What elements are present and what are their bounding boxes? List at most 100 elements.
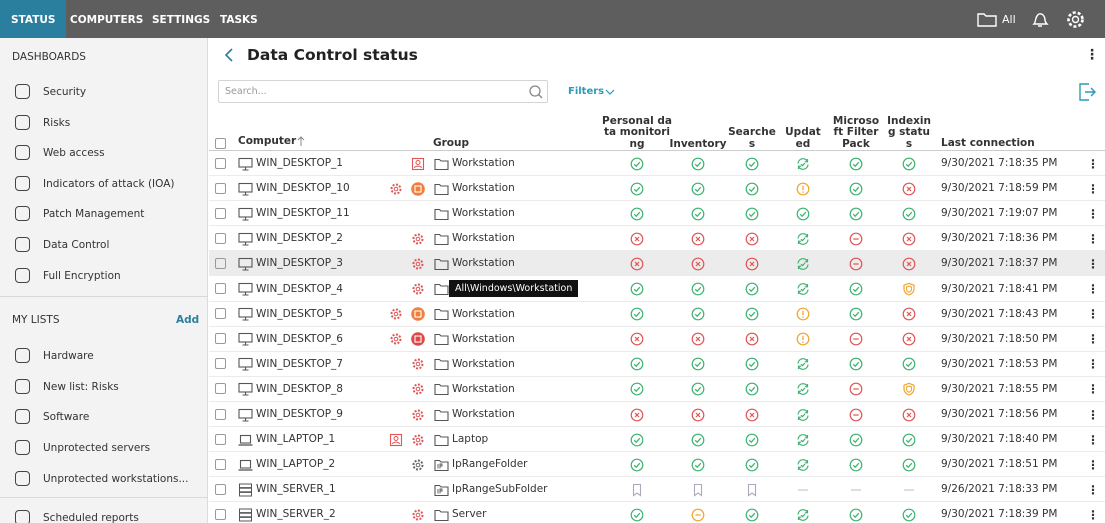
table-row[interactable]: WIN_DESKTOP_4 All\Windows\Workstation 9/30…: [209, 277, 1105, 302]
status-ok: [745, 207, 759, 221]
column-header[interactable]: Searches: [728, 126, 776, 150]
checkbox[interactable]: [215, 383, 226, 395]
row-menu[interactable]: ⋮: [1087, 432, 1099, 447]
sidebar-item[interactable]: Data Control: [43, 239, 110, 251]
table-row[interactable]: WIN_LAPTOP_1 Laptop 9/30/2021 7:18:40 PM ⋮: [209, 427, 1105, 453]
column-header[interactable]: Computer: [238, 135, 297, 147]
row-menu[interactable]: ⋮: [1087, 282, 1099, 296]
checkbox[interactable]: [215, 182, 226, 194]
nav-tab[interactable]: COMPUTERS: [70, 14, 144, 26]
table-row[interactable]: WIN_DESKTOP_9 Workstation 9/30/2021 7:18:5…: [209, 402, 1105, 427]
checkbox[interactable]: [215, 483, 226, 495]
folder-icon[interactable]: [977, 11, 997, 27]
table-row[interactable]: WIN_LAPTOP_2 IpRangeFolder 9/30/2021 7:18:…: [209, 452, 1105, 478]
sidebar-item[interactable]: Web access: [43, 147, 105, 160]
column-header[interactable]: Inventory: [669, 137, 727, 150]
export-icon[interactable]: [1077, 82, 1097, 102]
status-warn: [796, 182, 810, 195]
row-menu[interactable]: ⋮: [1087, 507, 1099, 522]
checkbox[interactable]: [215, 458, 226, 470]
nav-tab[interactable]: TASKS: [220, 14, 258, 26]
export-shape: [1079, 83, 1096, 101]
checkbox[interactable]: [215, 207, 226, 219]
checkbox[interactable]: [215, 157, 226, 169]
filters-button[interactable]: Filters: [568, 86, 605, 97]
status-err-part: [902, 408, 916, 421]
status-err-part: [749, 336, 755, 342]
status-ok-part: [694, 186, 702, 192]
table-row[interactable]: WIN_DESKTOP_10 Workstation 9/30/2021 7:18:…: [209, 176, 1105, 202]
row-menu[interactable]: ⋮: [1087, 357, 1099, 372]
row-menu[interactable]: ⋮: [1087, 382, 1099, 397]
column-header[interactable]: Microsoft Filter Pack: [832, 114, 880, 150]
column-header[interactable]: Personal data monitoring: [602, 114, 672, 150]
row-menu[interactable]: ⋮: [1087, 457, 1099, 472]
status-ok: [849, 157, 863, 170]
sidebar-item[interactable]: New list: Risks: [43, 380, 119, 393]
column-header[interactable]: Indexing status: [887, 114, 931, 150]
checkbox[interactable]: [215, 283, 226, 294]
device-icon-part: [238, 333, 253, 343]
nav-tab[interactable]: SETTINGS: [152, 14, 211, 26]
row-menu[interactable]: ⋮: [1087, 206, 1099, 221]
sidebar-item[interactable]: Risks: [43, 116, 71, 129]
search-box[interactable]: Search...: [218, 80, 548, 103]
checkbox[interactable]: [215, 333, 226, 345]
table-row[interactable]: WIN_DESKTOP_1 Workstation 9/30/2021 7:18:3…: [209, 151, 1105, 176]
checkbox[interactable]: [215, 232, 226, 244]
checkbox[interactable]: [215, 433, 226, 445]
table-row[interactable]: WIN_DESKTOP_6 Workstation 9/30/2021 7:18:5…: [209, 327, 1105, 352]
filter-all[interactable]: All: [1002, 13, 1016, 26]
status-ok-part: [745, 182, 759, 195]
sidebar-item[interactable]: Indicators of attack (IOA): [43, 177, 175, 190]
table-row[interactable]: WIN_DESKTOP_5 Workstation 9/30/2021 7:18:4…: [209, 302, 1105, 327]
sidebar-item[interactable]: Full Encryption: [43, 269, 121, 282]
row-menu[interactable]: ⋮: [1087, 256, 1099, 271]
last-connection: 9/30/2021 7:18:35 PM: [941, 157, 1058, 169]
device-icon-part: [242, 266, 249, 271]
sidebar-item[interactable]: Scheduled reports: [43, 512, 139, 523]
settings-icon[interactable]: [1065, 9, 1086, 30]
checkbox[interactable]: [215, 408, 226, 420]
sidebar-item[interactable]: Unprotected workstations...: [43, 472, 189, 485]
add-link[interactable]: Add: [176, 314, 200, 326]
more-menu[interactable]: ⋮: [1085, 47, 1099, 63]
checkbox[interactable]: [215, 138, 226, 149]
badge-gear: [412, 409, 424, 420]
gear-teeth: [1067, 11, 1084, 28]
status-ok: [691, 207, 705, 221]
row-menu[interactable]: ⋮: [1087, 307, 1099, 322]
row-menu[interactable]: ⋮: [1087, 156, 1099, 171]
table-row[interactable]: WIN_DESKTOP_7 Workstation 9/30/2021 7:18:5…: [209, 352, 1105, 377]
status-dash: [798, 489, 808, 491]
row-menu[interactable]: ⋮: [1087, 482, 1099, 497]
table-row[interactable]: WIN_DESKTOP_2 Workstation 9/30/2021 7:18:3…: [209, 226, 1105, 252]
badge-gear-part: [415, 512, 421, 518]
table-row[interactable]: WIN_DESKTOP_8 Workstation 9/30/2021 7:18:5…: [209, 377, 1105, 402]
back-button[interactable]: [223, 47, 235, 63]
sidebar-item[interactable]: Unprotected servers: [43, 442, 151, 455]
table-row[interactable]: WIN_SERVER_2 Server 9/30/2021 7:18:39 PM ⋮: [209, 502, 1105, 523]
checkbox[interactable]: [215, 257, 226, 269]
checkbox[interactable]: [215, 308, 226, 320]
table-row[interactable]: WIN_DESKTOP_3 Workstation 9/30/2021 7:18:3…: [209, 251, 1105, 277]
column-header[interactable]: Group: [433, 137, 470, 149]
row-menu[interactable]: ⋮: [1087, 407, 1099, 422]
column-header[interactable]: Updated: [785, 126, 821, 150]
status-ok-part: [748, 211, 756, 217]
sidebar-item[interactable]: Patch Management: [43, 208, 145, 221]
checkbox[interactable]: [215, 358, 226, 370]
sidebar-item[interactable]: Software: [43, 411, 90, 424]
sidebar-item[interactable]: Hardware: [43, 350, 94, 362]
table-row[interactable]: WIN_DESKTOP_11 Workstation 9/30/2021 7:19:…: [209, 201, 1105, 227]
row-menu[interactable]: ⋮: [1087, 231, 1099, 246]
checkbox[interactable]: [215, 508, 226, 520]
row-menu[interactable]: ⋮: [1087, 332, 1099, 347]
sidebar-item[interactable]: Security: [43, 86, 87, 98]
column-header[interactable]: Last connection: [941, 137, 1035, 149]
table-row[interactable]: WIN_SERVER_1 IpRangeSubFolder 9/26/2021 7:…: [209, 477, 1105, 503]
row-menu[interactable]: ⋮: [1087, 181, 1099, 196]
nav-tab[interactable]: STATUS: [0, 0, 67, 38]
status-ok-part: [691, 157, 705, 170]
bell-icon[interactable]: [1030, 10, 1050, 30]
